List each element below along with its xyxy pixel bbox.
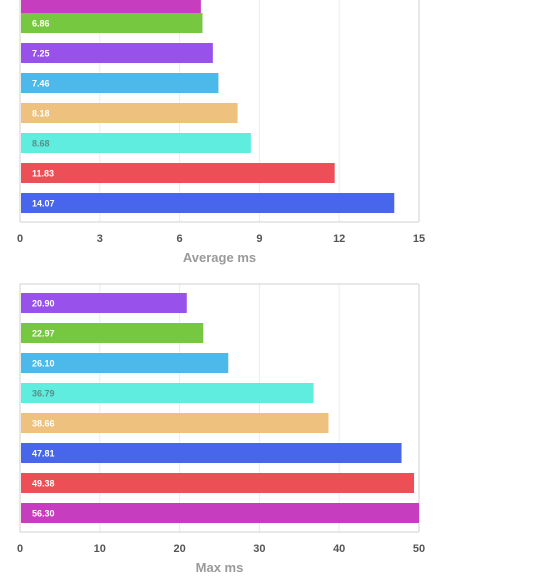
bar-value-label: 11.83 (32, 169, 54, 179)
bar (21, 163, 335, 183)
bar-value-label: 14.07 (32, 199, 55, 209)
bar-value-label: 22.97 (32, 329, 55, 339)
x-tick-label: 9 (256, 233, 262, 245)
bar-value-label: 6.86 (32, 19, 50, 29)
chart-2: 20.90 22.97 26.10 36.79 38.66 47.81 49.38 56.30… (17, 283, 425, 575)
x-tick-label: 15 (413, 233, 425, 245)
bar-value-label: 20.90 (32, 299, 55, 309)
x-tick-label: 3 (97, 233, 103, 245)
bar (21, 413, 329, 433)
bar-value-label: 26.10 (32, 359, 55, 369)
chart-1: 6.86 7.25 7.46 8.18 8.68 11.83 14.07 0 3 6 9 12 15 Av… (17, 0, 425, 265)
x-tick-label: 6 (177, 233, 183, 245)
bar (21, 43, 213, 63)
x-tick-label: 20 (173, 543, 185, 555)
bar-value-label: 56.30 (32, 509, 55, 519)
bar (21, 443, 402, 463)
x-axis-title: Average ms (183, 250, 256, 265)
bar (21, 383, 314, 403)
x-tick-label: 40 (333, 543, 345, 555)
x-axis-title: Max ms (196, 560, 244, 575)
bar-value-label: 8.18 (32, 109, 50, 119)
bar (21, 473, 415, 493)
bar (21, 503, 419, 523)
x-tick-label: 12 (333, 233, 345, 245)
bar (21, 73, 219, 93)
bar-value-label: 38.66 (32, 419, 55, 429)
x-tick-label: 0 (17, 543, 23, 555)
bar-partial (21, 0, 201, 13)
bar (21, 103, 238, 123)
bar-value-label: 47.81 (32, 449, 55, 459)
bar-value-label: 7.46 (32, 79, 50, 89)
bar (21, 193, 395, 213)
x-tick-label: 30 (253, 543, 265, 555)
bar (21, 13, 203, 33)
bar (21, 353, 229, 373)
bar (21, 323, 204, 343)
bar-value-label: 8.68 (32, 139, 50, 149)
x-tick-label: 10 (94, 543, 106, 555)
x-tick-label: 50 (413, 543, 425, 555)
bar (21, 133, 251, 153)
bar-value-label: 7.25 (32, 49, 50, 59)
bar-value-label: 49.38 (32, 479, 55, 489)
bar-value-label: 36.79 (32, 389, 55, 399)
bar (21, 293, 187, 313)
x-tick-label: 0 (17, 233, 23, 245)
